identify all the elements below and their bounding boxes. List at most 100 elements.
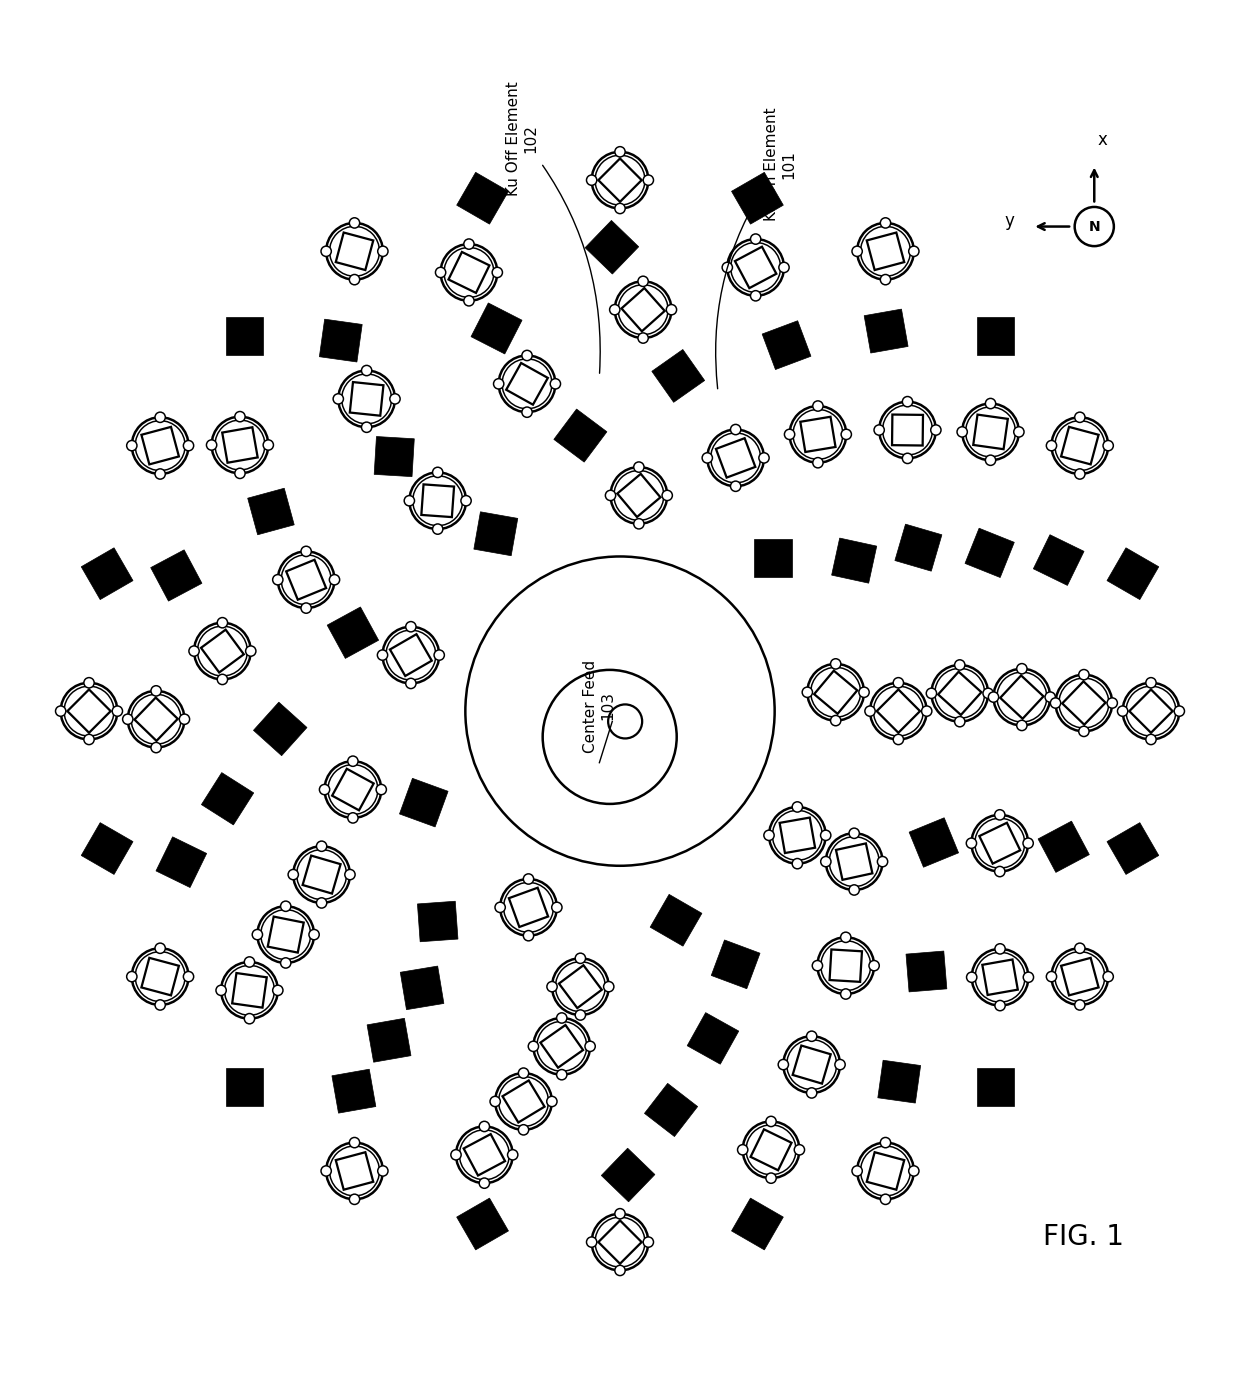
Circle shape — [523, 931, 533, 940]
Circle shape — [750, 290, 761, 301]
Circle shape — [878, 856, 888, 867]
Polygon shape — [201, 772, 254, 824]
Circle shape — [769, 807, 826, 863]
Circle shape — [464, 239, 474, 249]
Circle shape — [404, 496, 414, 505]
Circle shape — [84, 678, 94, 688]
Circle shape — [966, 838, 977, 848]
Polygon shape — [253, 702, 308, 755]
Circle shape — [296, 849, 346, 899]
Circle shape — [831, 659, 841, 668]
Circle shape — [743, 1121, 800, 1178]
Circle shape — [278, 551, 335, 608]
Circle shape — [975, 819, 1024, 869]
Circle shape — [909, 246, 919, 257]
Polygon shape — [350, 383, 383, 416]
Polygon shape — [973, 414, 1008, 449]
Polygon shape — [389, 634, 432, 675]
Circle shape — [812, 457, 823, 468]
Circle shape — [1059, 678, 1109, 728]
Polygon shape — [732, 173, 784, 224]
Circle shape — [547, 982, 557, 992]
Polygon shape — [151, 550, 202, 601]
Circle shape — [244, 957, 254, 967]
Circle shape — [893, 735, 904, 744]
Polygon shape — [906, 952, 947, 992]
Polygon shape — [222, 427, 258, 463]
Circle shape — [151, 743, 161, 753]
Polygon shape — [134, 697, 177, 740]
Text: FIG. 1: FIG. 1 — [1043, 1224, 1125, 1251]
Circle shape — [376, 784, 387, 794]
Circle shape — [1045, 692, 1055, 703]
Circle shape — [1055, 675, 1112, 732]
Circle shape — [893, 678, 904, 688]
Circle shape — [503, 882, 553, 932]
Circle shape — [321, 1166, 331, 1177]
Circle shape — [903, 453, 913, 464]
Circle shape — [131, 949, 188, 1005]
Polygon shape — [645, 1083, 698, 1137]
Circle shape — [821, 856, 831, 867]
Circle shape — [155, 943, 165, 953]
Circle shape — [615, 1265, 625, 1276]
Polygon shape — [232, 974, 267, 1008]
Circle shape — [326, 1142, 383, 1199]
Circle shape — [339, 370, 396, 427]
Circle shape — [1052, 949, 1109, 1005]
Polygon shape — [939, 671, 981, 715]
Circle shape — [224, 965, 274, 1015]
Polygon shape — [800, 417, 836, 452]
Polygon shape — [1107, 823, 1158, 874]
Polygon shape — [815, 671, 857, 714]
Circle shape — [345, 870, 355, 880]
Polygon shape — [268, 917, 304, 953]
Polygon shape — [650, 895, 702, 946]
Polygon shape — [367, 1018, 410, 1062]
Circle shape — [325, 761, 381, 818]
Circle shape — [806, 1088, 817, 1098]
Circle shape — [966, 972, 977, 982]
Circle shape — [857, 222, 914, 279]
Circle shape — [378, 246, 388, 257]
Circle shape — [994, 866, 1004, 877]
Polygon shape — [559, 965, 601, 1008]
Circle shape — [347, 813, 358, 823]
Circle shape — [880, 1195, 890, 1204]
Circle shape — [263, 441, 274, 450]
Polygon shape — [599, 159, 641, 202]
Circle shape — [184, 441, 193, 450]
Polygon shape — [618, 474, 661, 516]
Circle shape — [547, 1097, 557, 1106]
Polygon shape — [508, 888, 548, 927]
Circle shape — [1047, 441, 1056, 450]
Text: y: y — [1004, 213, 1014, 231]
Circle shape — [1104, 441, 1114, 450]
Circle shape — [316, 841, 327, 851]
Circle shape — [792, 859, 802, 869]
Circle shape — [1023, 838, 1033, 848]
Polygon shape — [422, 485, 454, 516]
Polygon shape — [832, 539, 877, 583]
Polygon shape — [977, 316, 1014, 355]
Circle shape — [1052, 417, 1109, 474]
Circle shape — [817, 938, 874, 994]
Text: Ku On Element
101: Ku On Element 101 — [715, 108, 796, 388]
Circle shape — [841, 429, 852, 439]
Circle shape — [957, 427, 967, 436]
Polygon shape — [226, 316, 263, 355]
Circle shape — [131, 695, 181, 744]
Polygon shape — [878, 1061, 920, 1103]
Circle shape — [215, 420, 265, 470]
Circle shape — [812, 400, 823, 412]
Circle shape — [605, 490, 616, 500]
Polygon shape — [836, 844, 873, 880]
Circle shape — [552, 958, 609, 1015]
Polygon shape — [141, 958, 179, 996]
Circle shape — [1075, 468, 1085, 479]
Circle shape — [350, 1195, 360, 1204]
Circle shape — [309, 929, 319, 939]
Circle shape — [614, 471, 663, 521]
Circle shape — [587, 175, 596, 185]
Polygon shape — [374, 436, 414, 476]
